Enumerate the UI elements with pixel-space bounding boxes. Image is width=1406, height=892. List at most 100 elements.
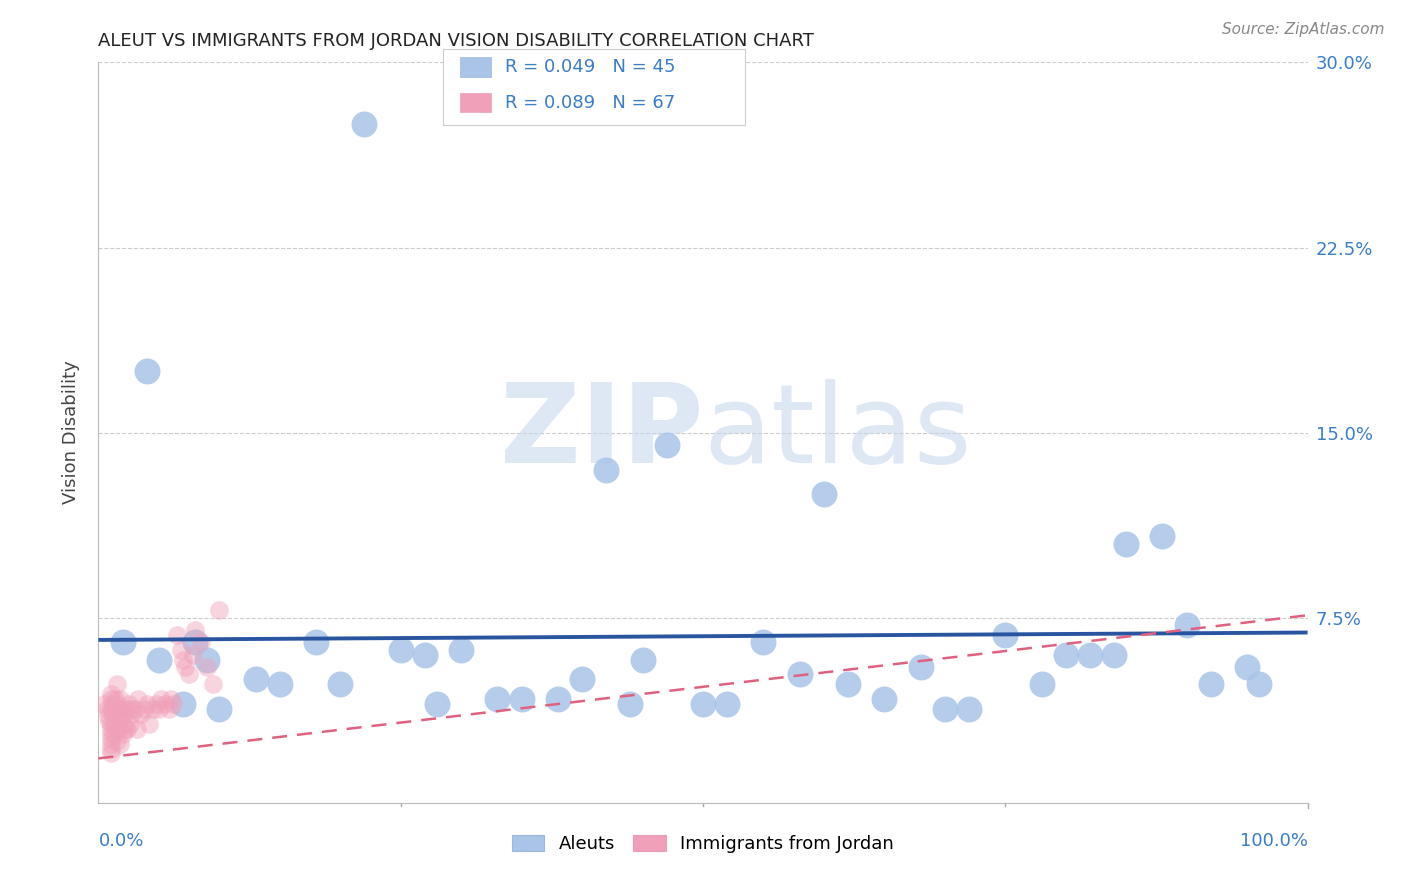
Point xyxy=(148,653,170,667)
Point xyxy=(118,716,141,731)
Text: 0.0%: 0.0% xyxy=(98,832,143,850)
Point xyxy=(631,653,654,667)
Point xyxy=(195,660,218,674)
Point xyxy=(184,623,207,637)
Point xyxy=(103,727,125,741)
Point xyxy=(595,462,617,476)
Text: ALEUT VS IMMIGRANTS FROM JORDAN VISION DISABILITY CORRELATION CHART: ALEUT VS IMMIGRANTS FROM JORDAN VISION D… xyxy=(98,32,814,50)
Point xyxy=(692,697,714,711)
Point xyxy=(135,697,157,711)
Point xyxy=(169,642,191,657)
Point xyxy=(108,722,131,736)
Point xyxy=(98,714,121,729)
Text: R = 0.089   N = 67: R = 0.089 N = 67 xyxy=(505,94,675,112)
Point xyxy=(100,722,122,736)
Point xyxy=(127,722,149,736)
Point xyxy=(101,706,124,721)
Point xyxy=(97,709,120,723)
Point xyxy=(100,747,122,761)
Point xyxy=(571,673,593,687)
Point xyxy=(174,660,197,674)
Point xyxy=(166,628,188,642)
Point xyxy=(1078,648,1101,662)
Point xyxy=(120,702,142,716)
Point xyxy=(100,687,122,701)
Point xyxy=(547,692,569,706)
Point xyxy=(389,642,412,657)
Point xyxy=(108,737,131,751)
Point xyxy=(127,692,149,706)
Point xyxy=(190,635,212,649)
Point xyxy=(100,702,122,716)
Point xyxy=(1152,529,1174,543)
Point xyxy=(1054,648,1077,662)
Point xyxy=(245,673,267,687)
Point xyxy=(873,692,896,706)
Point xyxy=(1236,660,1258,674)
Point xyxy=(100,692,122,706)
Point xyxy=(111,635,134,649)
Point xyxy=(172,697,194,711)
Y-axis label: Vision Disability: Vision Disability xyxy=(62,360,80,505)
Point xyxy=(181,648,204,662)
Point xyxy=(208,603,231,617)
Point xyxy=(208,702,231,716)
Point xyxy=(655,438,678,452)
Point xyxy=(105,697,128,711)
Point xyxy=(135,364,157,378)
Point xyxy=(957,702,980,716)
Point xyxy=(142,702,165,716)
Point xyxy=(619,697,641,711)
Point xyxy=(100,716,122,731)
Point xyxy=(100,741,122,756)
Point xyxy=(105,722,128,736)
Point xyxy=(789,667,811,681)
Point xyxy=(100,731,122,746)
Point xyxy=(134,702,156,716)
Point xyxy=(752,635,775,649)
Point xyxy=(107,702,129,716)
Point xyxy=(195,653,218,667)
Point xyxy=(329,677,352,691)
Point xyxy=(837,677,859,691)
Point xyxy=(105,734,128,748)
Point xyxy=(269,677,291,691)
Point xyxy=(138,716,160,731)
Text: R = 0.049   N = 45: R = 0.049 N = 45 xyxy=(505,58,675,76)
Point xyxy=(716,697,738,711)
Point xyxy=(1175,618,1198,632)
Point xyxy=(172,653,194,667)
Point xyxy=(184,635,207,649)
Point xyxy=(153,697,176,711)
Point xyxy=(426,697,449,711)
Point xyxy=(114,722,136,736)
Point xyxy=(111,727,134,741)
Point xyxy=(104,702,127,716)
Point xyxy=(910,660,932,674)
Point xyxy=(100,737,122,751)
Point xyxy=(305,635,328,649)
Point xyxy=(100,697,122,711)
Point xyxy=(100,727,122,741)
Point xyxy=(162,697,184,711)
Point xyxy=(105,706,128,721)
Point xyxy=(129,706,152,721)
Point xyxy=(202,677,225,691)
Point xyxy=(150,692,173,706)
Point xyxy=(510,692,533,706)
Point xyxy=(1102,648,1125,662)
Legend: Aleuts, Immigrants from Jordan: Aleuts, Immigrants from Jordan xyxy=(505,828,901,861)
Point xyxy=(124,702,146,716)
Point xyxy=(160,692,183,706)
Point xyxy=(103,716,125,731)
Text: ZIP: ZIP xyxy=(499,379,703,486)
Point xyxy=(413,648,436,662)
Point xyxy=(110,709,132,723)
Text: Source: ZipAtlas.com: Source: ZipAtlas.com xyxy=(1222,22,1385,37)
Point xyxy=(450,642,472,657)
Point xyxy=(157,702,180,716)
Point xyxy=(111,716,134,731)
Point xyxy=(112,706,135,721)
Point xyxy=(105,677,128,691)
Point xyxy=(994,628,1017,642)
